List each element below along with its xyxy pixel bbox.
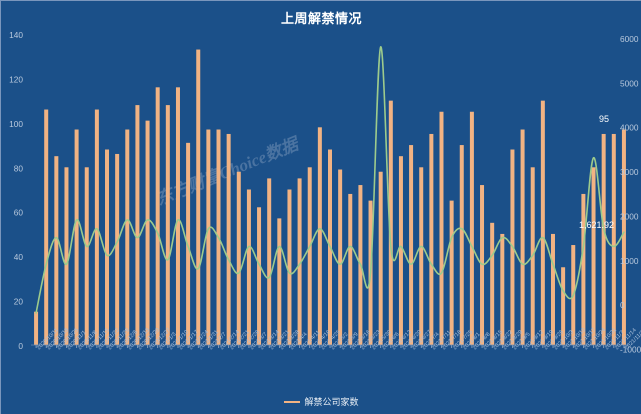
svg-text:5000: 5000 (620, 78, 639, 88)
svg-text:60: 60 (14, 208, 24, 218)
svg-text:40: 40 (14, 252, 24, 262)
svg-text:20: 20 (14, 297, 24, 307)
svg-text:140: 140 (9, 30, 23, 40)
svg-text:6000: 6000 (620, 34, 639, 44)
svg-text:3000: 3000 (620, 167, 639, 177)
svg-text:100: 100 (9, 119, 23, 129)
svg-text:1000: 1000 (620, 256, 639, 266)
svg-text:0: 0 (18, 341, 23, 351)
svg-text:4000: 4000 (620, 123, 639, 133)
svg-text:0: 0 (620, 300, 625, 310)
svg-text:80: 80 (14, 163, 24, 173)
svg-text:2000: 2000 (620, 211, 639, 221)
svg-text:120: 120 (9, 74, 23, 84)
